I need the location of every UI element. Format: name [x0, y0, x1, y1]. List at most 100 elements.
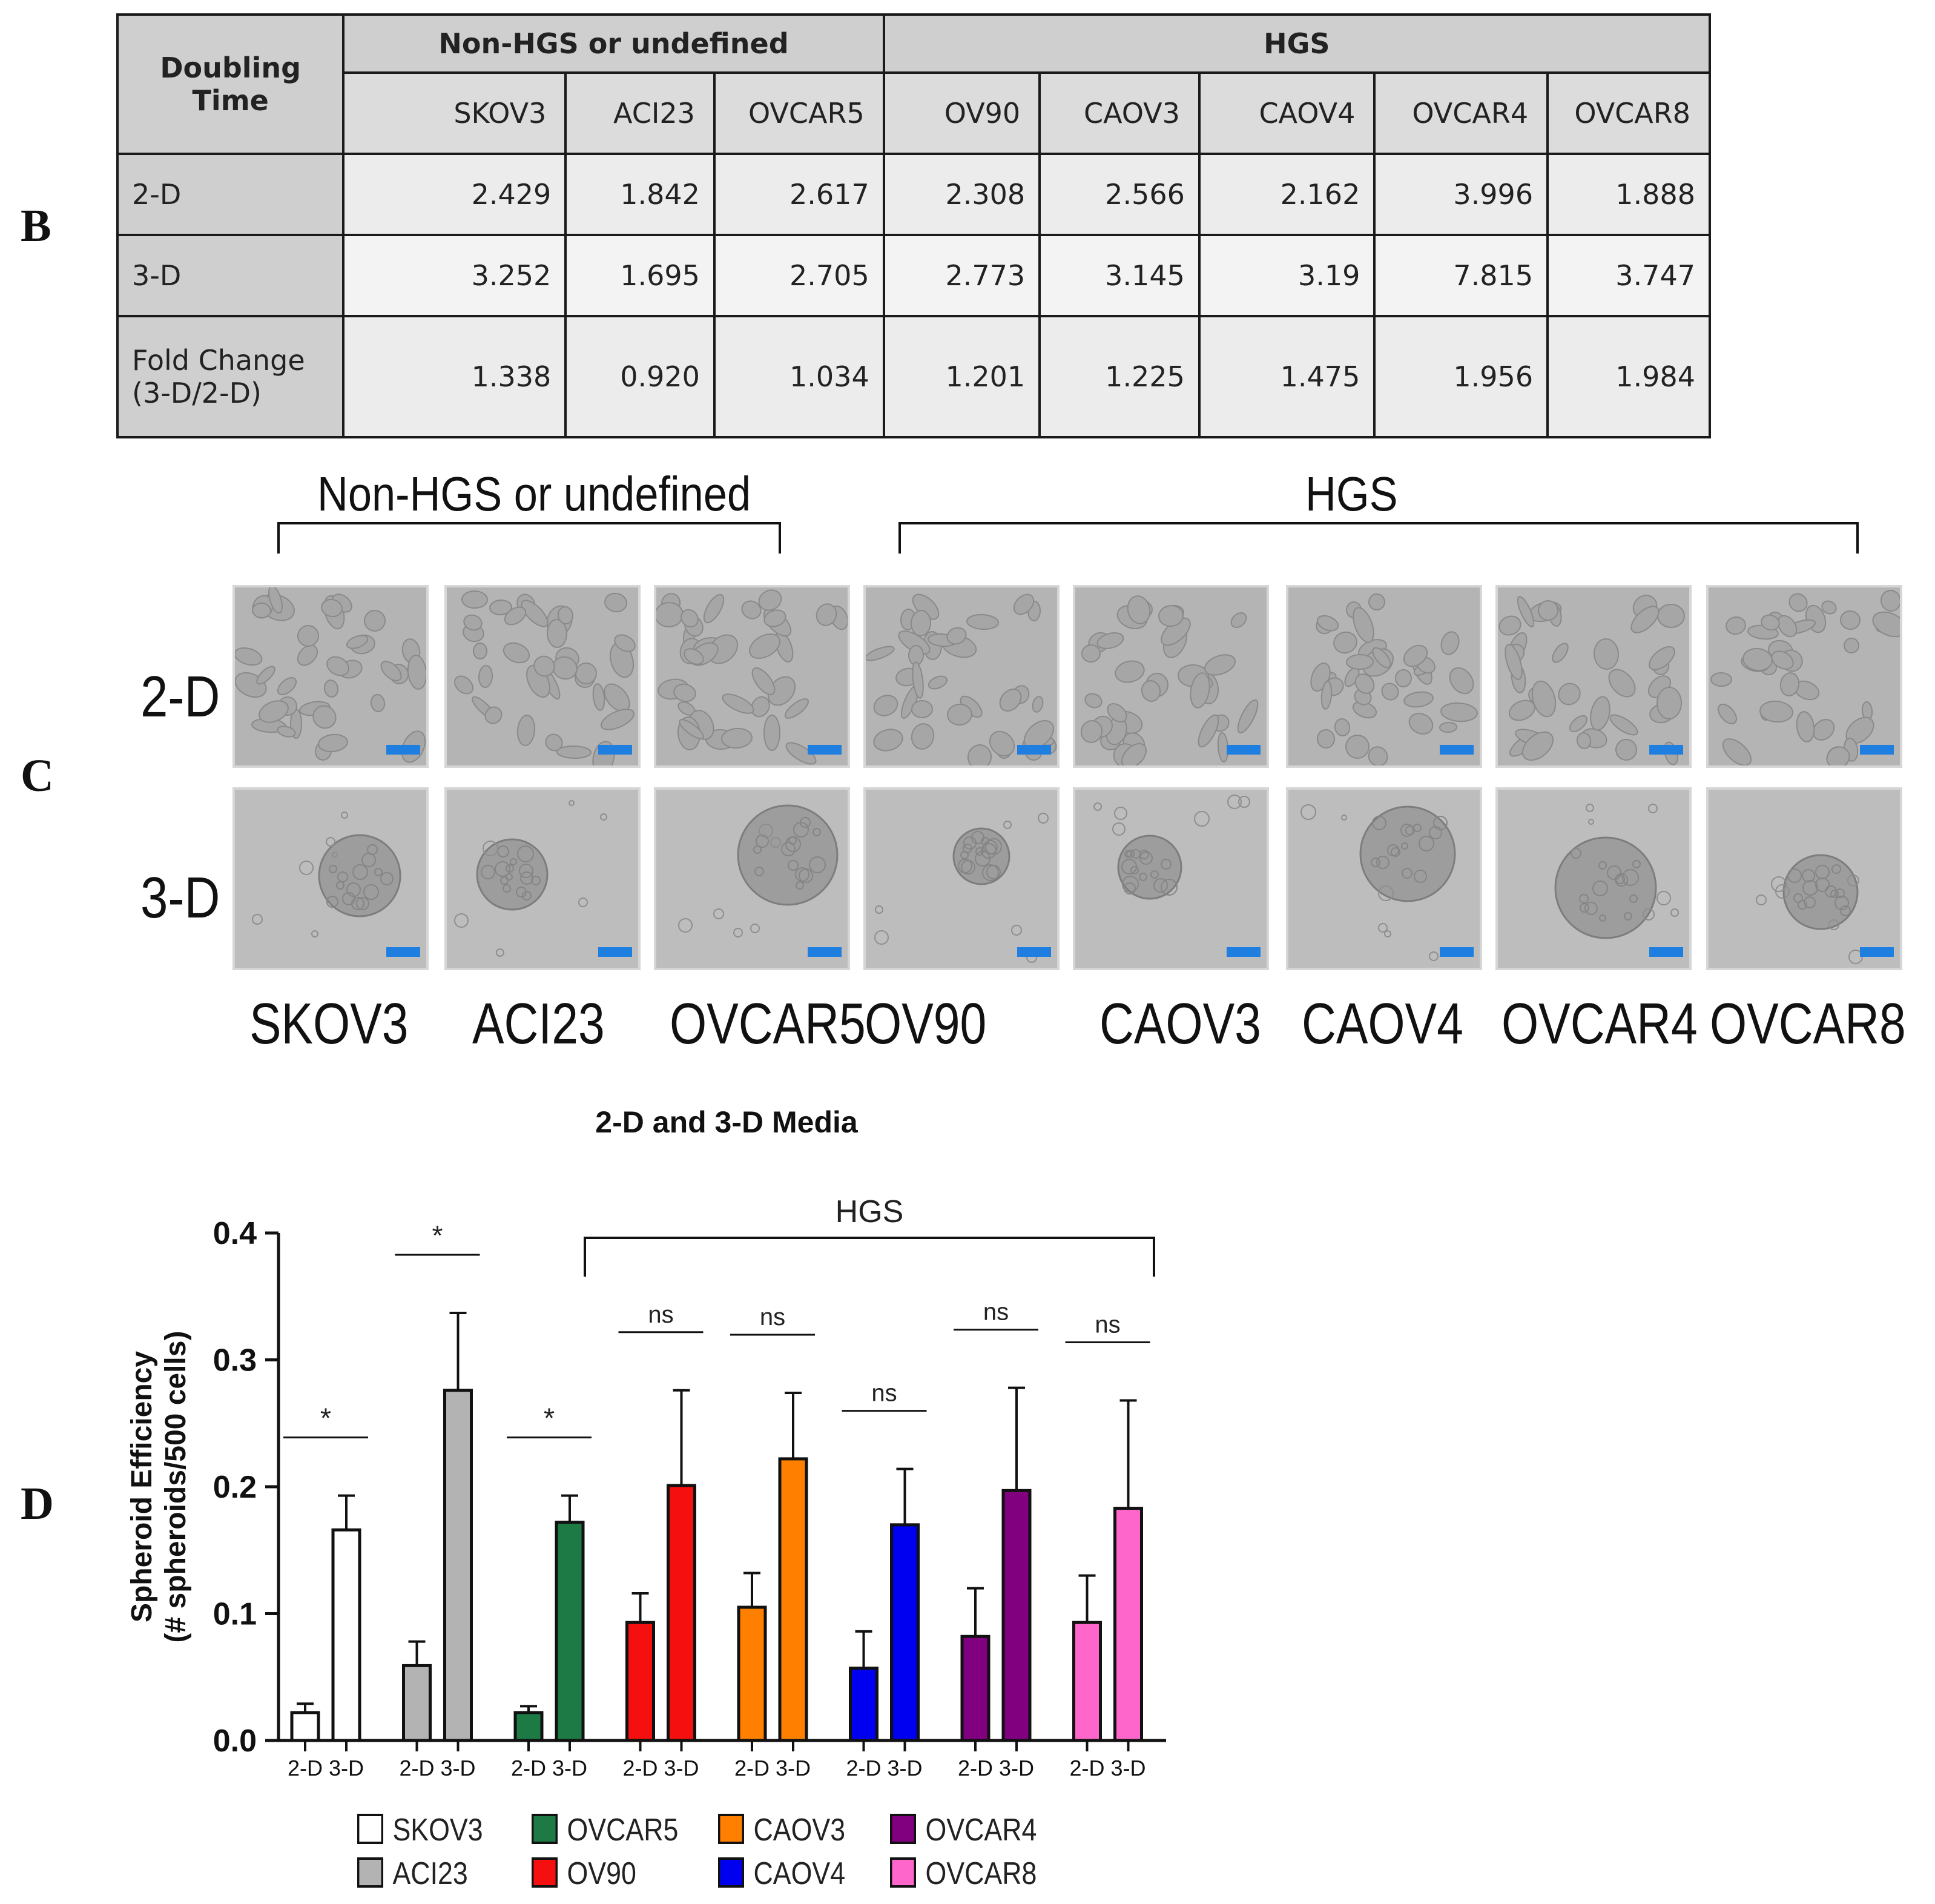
x-tick-label: 2-D — [622, 1756, 658, 1780]
chart-axes: 0.0 0.1 0.2 0.3 0.4 Spheroid Efficiency(# sph… — [126, 1216, 1166, 1780]
bar-caov3-2-d — [737, 1605, 767, 1742]
bar-aci23-2-d — [402, 1664, 432, 1742]
bar-caov4-3-d — [890, 1523, 920, 1742]
significance-label-caov3: ns — [760, 1304, 785, 1330]
bracket-hgs — [898, 522, 1859, 554]
row-label-line: (3-D/2-D) — [132, 377, 262, 409]
column-header: CAOV4 — [1198, 71, 1376, 155]
table-cell: 2.705 — [713, 234, 885, 317]
microscopy-image-ovcar4-2d — [1495, 585, 1692, 768]
scale-bar — [1649, 745, 1683, 755]
bar-ovcar5-2-d — [513, 1711, 544, 1742]
microscopy-image-ovcar4-3d — [1495, 787, 1692, 970]
microscopy-image-ovcar8-3d — [1706, 787, 1902, 970]
microscopy-image-aci23-3d — [444, 787, 641, 970]
significance-label-ovcar8: ns — [1095, 1312, 1120, 1338]
group-header-non-hgs: Non-HGS or undefined — [342, 13, 885, 74]
row-label: 2-D — [116, 153, 345, 236]
table-row-2d: 2-D 2.429 1.842 2.617 2.308 2.566 2.162 … — [116, 153, 1711, 236]
x-tick-label: 3-D — [664, 1756, 699, 1780]
bar-aci23-3-d — [443, 1389, 473, 1742]
legend-item-ovcar5: OVCAR5 — [532, 1812, 678, 1848]
scale-bar — [598, 745, 632, 755]
cell-line-label-aci23: ACI23 — [472, 991, 605, 1056]
legend-item-aci23: ACI23 — [357, 1856, 468, 1892]
scale-bar — [1227, 947, 1261, 957]
column-header: ACI23 — [564, 71, 716, 155]
scale-bar — [1017, 745, 1051, 755]
table-cell: 7.815 — [1373, 234, 1549, 317]
legend-swatch — [357, 1857, 383, 1888]
cell-line-label-caov3: CAOV3 — [1099, 991, 1261, 1056]
bar-ovcar5-3-d — [555, 1521, 585, 1742]
bar-ovcar4-2-d — [960, 1635, 991, 1742]
chart-annotations: * * * ns ns ns ns ns HGS — [283, 1194, 1155, 1439]
bar-ov90-2-d — [625, 1621, 655, 1742]
x-tick-label: 3-D — [552, 1756, 587, 1780]
table-cell: 2.773 — [882, 234, 1041, 317]
table-cell: 2.308 — [882, 153, 1041, 236]
microscopy-image-ovcar8-2d — [1706, 585, 1902, 768]
cell-line-label-ovcar4: OVCAR4 — [1502, 991, 1698, 1056]
y-axis-label-line: (# spheroids/500 cells) — [160, 1331, 192, 1643]
cell-line-label-caov4: CAOV4 — [1302, 991, 1463, 1056]
bar-skov3-2-d — [290, 1711, 320, 1742]
table-cell: 1.842 — [564, 153, 716, 236]
doubling-time-table: Doubling Time Non-HGS or undefined HGS S… — [116, 13, 1712, 438]
significance-label-ovcar5: * — [544, 1403, 555, 1434]
legend-item-ovcar8: OVCAR8 — [890, 1856, 1037, 1892]
x-tick-label: 3-D — [776, 1756, 811, 1780]
table-cell: 3.252 — [342, 234, 567, 317]
legend-item-skov3: SKOV3 — [357, 1812, 483, 1848]
cell-line-label-ov90: OV90 — [865, 991, 987, 1056]
chart-bars — [290, 1311, 1143, 1742]
y-axis-label-line: Spheroid Efficiency — [126, 1351, 158, 1622]
legend-item-caov3: CAOV3 — [718, 1812, 845, 1848]
y-tick-label: 0.1 — [213, 1597, 257, 1632]
legend-swatch — [718, 1814, 744, 1844]
y-tick-label: 0.2 — [213, 1470, 257, 1505]
bar-ovcar4-3-d — [1001, 1489, 1032, 1742]
legend-swatch — [532, 1814, 558, 1844]
legend-label: OVCAR4 — [925, 1813, 1037, 1848]
legend-item-ovcar4: OVCAR4 — [890, 1812, 1037, 1848]
scale-bar — [1649, 947, 1683, 957]
scale-bar — [1860, 745, 1894, 755]
x-tick-label: 2-D — [734, 1756, 770, 1780]
table-cell: 0.920 — [564, 315, 716, 438]
cell-line-label-ovcar5: OVCAR5 — [670, 991, 866, 1056]
table-cell: 1.225 — [1038, 315, 1201, 438]
scale-bar — [386, 745, 420, 755]
microscopy-image-caov3-3d — [1073, 787, 1269, 970]
legend-label: OVCAR8 — [925, 1856, 1037, 1891]
legend-swatch — [890, 1814, 916, 1844]
significance-label-ovcar4: ns — [983, 1299, 1009, 1326]
chart-title: 2-D and 3-D Media — [595, 1105, 859, 1139]
table-cell: 1.338 — [342, 315, 567, 438]
bar-ov90-3-d — [667, 1484, 696, 1742]
table-cell: 1.888 — [1546, 153, 1711, 236]
scale-bar — [1860, 947, 1894, 957]
spheroid-efficiency-chart: 2-D and 3-D Media 0.0 0.1 0.2 0.3 0.4 Spheroi… — [126, 1105, 1166, 1780]
x-tick-label: 2-D — [511, 1756, 546, 1780]
image-row-label-3d: 3-D — [140, 865, 220, 930]
y-tick-label: 0.0 — [213, 1724, 257, 1759]
table-cell: 1.201 — [882, 315, 1041, 438]
column-header: OVCAR8 — [1546, 71, 1711, 155]
column-header: SKOV3 — [342, 71, 567, 155]
table-cell: 1.475 — [1198, 315, 1376, 438]
image-row-label-2d: 2-D — [140, 664, 220, 729]
microscopy-image-skov3-3d — [232, 787, 429, 970]
column-header: CAOV3 — [1038, 71, 1201, 155]
significance-label-ov90: ns — [648, 1301, 673, 1328]
scale-bar — [386, 947, 420, 957]
microscopy-image-skov3-2d — [232, 585, 429, 768]
y-tick-label: 0.3 — [213, 1343, 257, 1378]
row-label-line: Fold Change — [132, 344, 305, 377]
cell-line-label-skov3: SKOV3 — [249, 991, 409, 1056]
microscopy-image-caov3-2d — [1073, 585, 1269, 768]
microscopy-image-ovcar5-3d — [654, 787, 850, 970]
image-group-label-hgs: HGS — [1305, 467, 1398, 521]
scale-bar — [808, 947, 842, 957]
table-row-3d: 3-D 3.252 1.695 2.705 2.773 3.145 3.19 7… — [116, 234, 1711, 317]
